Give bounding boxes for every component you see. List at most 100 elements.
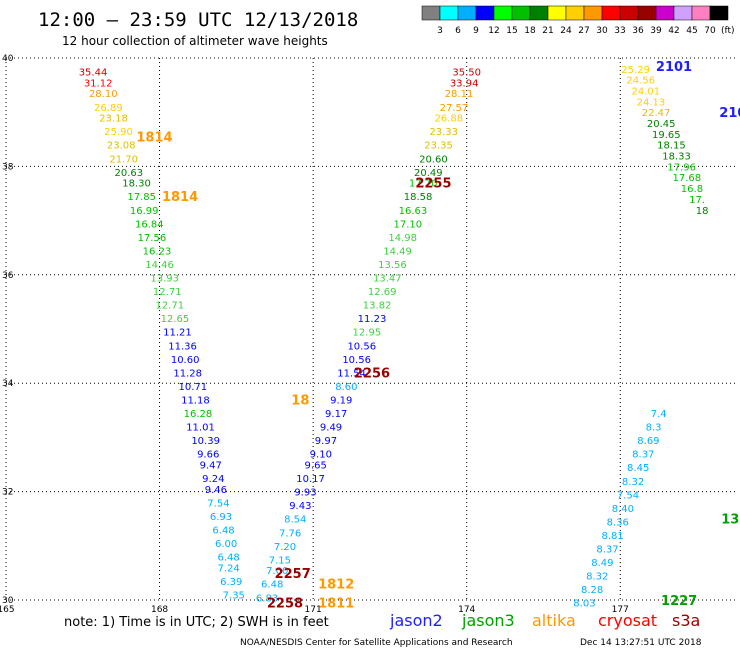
data-point-label: 14.49: [383, 246, 412, 257]
data-point-label: 31.12: [84, 78, 113, 89]
colorbar-label: 24: [560, 26, 572, 36]
data-point-label: 6.93: [210, 512, 232, 523]
colorbar-swatch: [565, 5, 585, 21]
data-point-label: 12.95: [353, 328, 382, 339]
data-point-label: 10.39: [191, 436, 220, 447]
data-point-label: 7.54: [207, 498, 229, 509]
data-point-label: 17.56: [138, 233, 167, 244]
data-point-label: 14.98: [388, 233, 417, 244]
legend-jason2: jason2: [389, 611, 443, 630]
pass-time-label: 13: [721, 513, 739, 528]
data-point-label: 35.44: [79, 68, 108, 79]
data-point-label: 6.48: [261, 580, 283, 591]
data-point-label: 17.96: [667, 162, 696, 173]
colorbar-swatch: [529, 5, 549, 21]
data-point-label: 9.97: [315, 436, 337, 447]
data-point-label: 9.43: [289, 501, 311, 512]
data-point-label: 11.36: [168, 341, 197, 352]
data-point-label: 10.71: [179, 382, 208, 393]
data-point-label: 33.94: [450, 78, 479, 89]
x-tick-label: 174: [458, 605, 475, 615]
data-point-label: 35.50: [452, 68, 481, 79]
data-point-label: 8.03: [573, 599, 595, 610]
data-point-label: 18.33: [662, 152, 691, 163]
data-point-label: 8.3: [646, 423, 662, 434]
data-point-label: 18.58: [404, 192, 433, 203]
colorbar-swatch: [583, 5, 603, 21]
data-point-label: 24.01: [632, 87, 661, 98]
data-point-label: 8.81: [601, 531, 623, 542]
data-point-label: 17.85: [127, 192, 156, 203]
data-point-label: 6.00: [215, 539, 237, 550]
data-point-label: 18: [696, 206, 709, 217]
legend-s3a: s3a: [672, 611, 700, 630]
data-point-label: 20.49: [414, 168, 443, 179]
colorbar-label: 33: [614, 26, 625, 36]
footer-timestamp: Dec 14 13:27:51 UTC 2018: [580, 638, 702, 648]
data-point-label: 13.93: [150, 274, 179, 285]
pass-time-label: 1812: [318, 578, 354, 593]
data-point-label: 6.48: [218, 553, 240, 564]
data-point-label: 8.49: [591, 558, 613, 569]
colorbar-swatch: [457, 5, 477, 21]
colorbar-swatch: [691, 5, 711, 21]
data-point-label: 10.56: [342, 355, 371, 366]
data-point-label: 17.68: [672, 173, 701, 184]
data-point-label: 9.47: [200, 461, 222, 472]
data-point-label: 9.65: [305, 461, 327, 472]
data-point-label: 7.4: [651, 409, 667, 420]
colorbar-swatch: [673, 5, 693, 21]
x-tick-label: 177: [612, 605, 629, 615]
data-point-label: 8.32: [622, 477, 644, 488]
data-point-label: 21.70: [109, 154, 138, 165]
pass-time-label: 2255: [415, 177, 451, 192]
colorbar-swatch: [511, 5, 531, 21]
pass-time-label: 18: [291, 393, 309, 408]
pass-time-label: 1811: [318, 597, 354, 612]
data-point-label: 16.28: [184, 409, 213, 420]
data-point-label: 9.93: [294, 488, 316, 499]
data-point-label: 8.32: [586, 572, 608, 583]
data-point-label: 13.56: [378, 260, 407, 271]
page-title: 12:00 – 23:59 UTC 12/13/2018: [38, 9, 358, 31]
data-point-label: 23.35: [424, 141, 453, 152]
colorbar-label: 45: [686, 26, 697, 36]
data-point-label: 12.71: [155, 301, 184, 312]
plot-area: [6, 58, 738, 600]
data-point-label: 12.65: [161, 314, 190, 325]
data-point-label: 23.08: [107, 141, 136, 152]
data-point-label: 28.10: [89, 89, 118, 100]
colorbar-swatch: [421, 5, 441, 21]
colorbar-swatch: [493, 5, 513, 21]
colorbar-label: 12: [488, 26, 499, 36]
colorbar-label: 9: [473, 26, 479, 36]
data-point-label: 9.19: [330, 395, 352, 406]
colorbar-label: 6: [455, 26, 461, 36]
pass-time-label: 2101: [656, 60, 692, 75]
data-point-label: 8.60: [335, 382, 357, 393]
data-point-label: 24.56: [626, 76, 655, 87]
data-point-label: 12.69: [368, 287, 397, 298]
colorbar-label: 21: [542, 26, 553, 36]
y-tick-label: 36: [2, 271, 14, 281]
data-point-label: 8.37: [632, 450, 654, 461]
colorbar-label: 39: [650, 26, 662, 36]
data-point-label: 9.66: [197, 450, 219, 461]
data-point-label: 11.01: [186, 423, 215, 434]
data-point-label: 7.24: [218, 563, 240, 574]
data-point-label: 7.00: [266, 566, 288, 577]
data-point-label: 7.15: [269, 555, 291, 566]
data-point-label: 10.60: [171, 355, 200, 366]
data-point-label: 14.46: [145, 260, 174, 271]
data-point-label: 6.83: [256, 593, 278, 604]
data-point-label: 20.45: [647, 119, 676, 130]
data-point-label: 17.10: [394, 219, 423, 230]
colorbar-label: 15: [506, 26, 517, 36]
pass-time-label: 2258: [267, 597, 303, 612]
data-point-label: 23.18: [99, 114, 128, 125]
data-point-label: 10.56: [347, 341, 376, 352]
data-point-label: 26.89: [94, 103, 123, 114]
pass-time-label: 1814: [162, 190, 198, 205]
y-tick-label: 34: [2, 379, 14, 389]
